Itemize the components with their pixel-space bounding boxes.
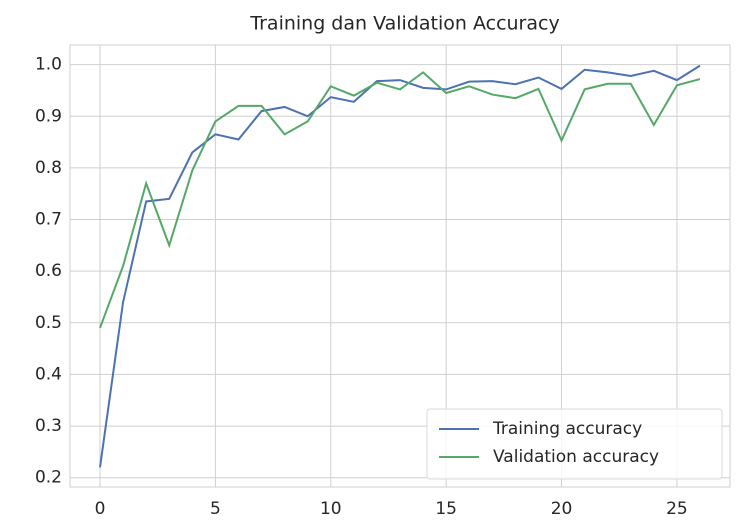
y-tick-label: 0.8 (35, 158, 62, 178)
legend-box (426, 408, 723, 480)
x-tick-label: 25 (666, 499, 688, 519)
x-tick-label: 20 (551, 499, 573, 519)
x-tick-label: 15 (435, 499, 457, 519)
y-tick-label: 1.0 (35, 55, 62, 75)
x-tick-label: 5 (210, 499, 221, 519)
x-tick-label: 0 (95, 499, 106, 519)
y-tick-label: 0.9 (35, 106, 62, 126)
y-tick-label: 0.7 (35, 210, 62, 230)
y-tick-label: 0.5 (35, 313, 62, 333)
y-tick-label: 0.4 (35, 364, 62, 384)
y-tick-label: 0.2 (35, 468, 62, 488)
series-line (99, 71, 701, 329)
y-tick-label: 0.6 (35, 261, 62, 281)
series-line (99, 64, 701, 468)
y-tick-label: 0.3 (35, 416, 62, 436)
chart-title: Training dan Validation Accuracy (249, 13, 559, 35)
legend-label: Training accuracy (492, 419, 642, 439)
legend-label: Validation accuracy (493, 447, 659, 467)
x-tick-label: 10 (320, 499, 342, 519)
